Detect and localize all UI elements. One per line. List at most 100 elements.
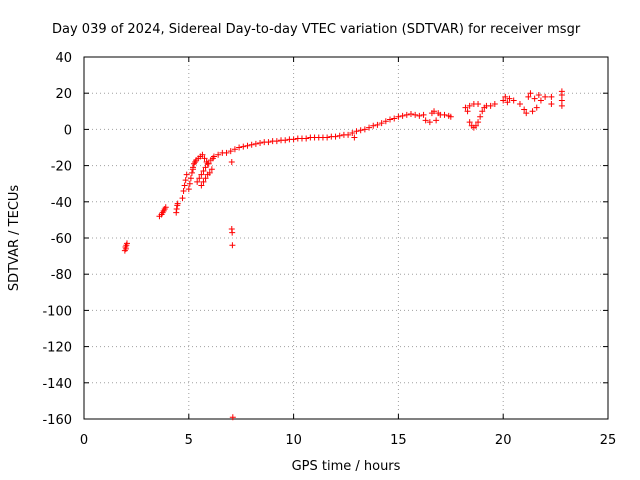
data-point <box>349 130 356 137</box>
data-point <box>173 206 180 213</box>
data-point <box>183 171 190 178</box>
data-point <box>240 143 247 150</box>
data-point <box>477 113 484 120</box>
data-point <box>252 140 259 147</box>
data-point <box>521 106 528 113</box>
data-point <box>525 93 532 100</box>
data-point <box>533 104 540 111</box>
data-point <box>416 112 423 119</box>
data-point <box>182 177 189 184</box>
data-point <box>227 148 234 155</box>
chart-title: Day 039 of 2024, Sidereal Day-to-day VTE… <box>52 22 581 37</box>
data-point <box>420 111 427 118</box>
data-point <box>382 118 389 125</box>
data-point <box>558 102 565 109</box>
x-axis-label: GPS time / hours <box>292 459 401 474</box>
data-series-sdtvar <box>121 88 565 421</box>
data-point <box>248 141 255 148</box>
data-point <box>558 97 565 104</box>
data-point <box>189 164 196 171</box>
y-axis-tick-labels: -160 -140 -120 -100 -80 -60 -40 -20 0 20 40 <box>42 51 72 428</box>
data-point <box>462 104 469 111</box>
data-point <box>500 97 507 104</box>
data-point <box>351 134 358 141</box>
data-point <box>180 187 187 194</box>
y-tick-label: -160 <box>42 413 72 428</box>
y-axis-label: SDTVAR / TECUs <box>7 185 22 292</box>
data-point <box>205 160 212 167</box>
data-point <box>431 108 438 115</box>
data-point <box>510 97 517 104</box>
data-point <box>399 112 406 119</box>
data-point <box>208 166 215 173</box>
data-point <box>303 135 310 142</box>
data-point <box>426 119 433 126</box>
data-point <box>202 175 209 182</box>
data-point <box>548 93 555 100</box>
data-point <box>174 200 181 207</box>
data-point <box>531 95 538 102</box>
data-point <box>202 164 209 171</box>
data-point <box>407 111 414 118</box>
x-tick-label: 0 <box>80 433 88 448</box>
data-point <box>447 113 454 120</box>
data-point <box>198 171 205 178</box>
data-point <box>506 95 513 102</box>
data-point <box>257 139 264 146</box>
data-point <box>548 101 555 108</box>
data-point <box>502 93 509 100</box>
axis-ticks <box>83 56 609 420</box>
y-tick-label: 40 <box>55 51 72 66</box>
data-point <box>332 133 339 140</box>
data-point <box>523 110 530 117</box>
data-point <box>187 175 194 182</box>
data-point <box>215 151 222 158</box>
data-point <box>475 101 482 108</box>
x-axis-tick-labels: 0 5 10 15 20 25 <box>80 433 616 448</box>
data-point <box>516 101 523 108</box>
data-point <box>529 108 536 115</box>
grid <box>84 57 608 419</box>
data-point <box>228 158 235 165</box>
y-tick-label: -100 <box>42 304 72 319</box>
data-point <box>527 90 534 97</box>
data-point <box>403 111 410 118</box>
data-point <box>273 138 280 145</box>
data-point <box>491 101 498 108</box>
data-point <box>366 124 373 131</box>
data-point <box>229 242 236 249</box>
y-tick-label: -20 <box>51 160 72 175</box>
data-point <box>387 116 394 123</box>
x-tick-label: 10 <box>285 433 302 448</box>
x-tick-label: 5 <box>185 433 193 448</box>
y-tick-label: -80 <box>51 268 72 283</box>
data-point <box>504 99 511 106</box>
x-tick-label: 25 <box>600 433 617 448</box>
data-point <box>374 121 381 128</box>
data-point <box>466 119 473 126</box>
data-point <box>196 175 203 182</box>
data-point <box>535 92 542 99</box>
data-point <box>412 111 419 118</box>
data-point <box>472 122 479 129</box>
data-point <box>370 122 377 129</box>
x-tick-label: 20 <box>495 433 512 448</box>
data-point <box>201 155 208 162</box>
data-point <box>441 111 448 118</box>
data-point <box>200 178 207 185</box>
data-point <box>391 115 398 122</box>
data-point <box>353 128 360 135</box>
data-point <box>206 169 213 176</box>
data-point <box>464 108 471 115</box>
data-point <box>290 136 297 143</box>
data-point <box>194 178 201 185</box>
data-point <box>422 117 429 124</box>
data-point <box>378 120 385 127</box>
data-point <box>244 142 251 149</box>
data-point <box>357 127 364 134</box>
data-point <box>162 204 169 211</box>
data-point <box>395 113 402 120</box>
data-point <box>537 97 544 104</box>
data-point <box>199 151 206 158</box>
